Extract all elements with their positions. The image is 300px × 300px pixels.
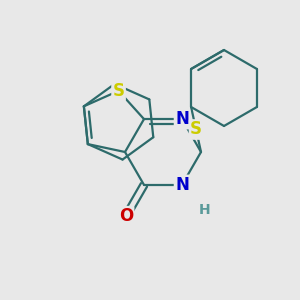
Text: S: S <box>190 121 202 139</box>
Text: H: H <box>198 202 210 217</box>
Text: O: O <box>119 207 133 225</box>
Text: N: N <box>175 110 189 128</box>
Text: N: N <box>175 176 189 194</box>
Text: S: S <box>112 82 124 100</box>
